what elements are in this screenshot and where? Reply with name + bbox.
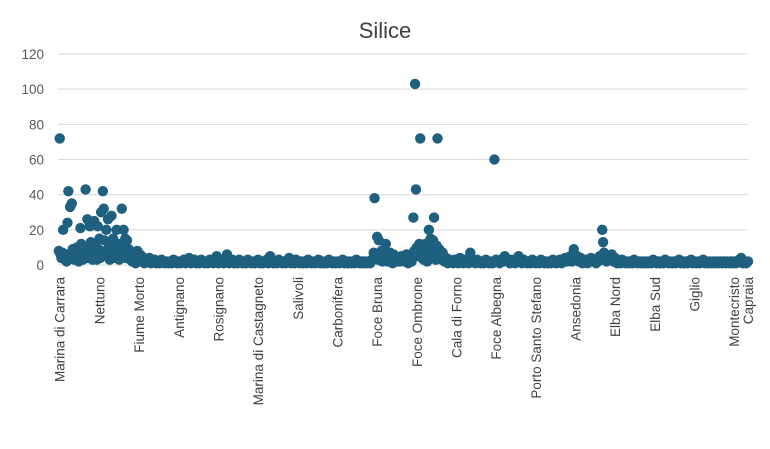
x-category-label-carbonifera: Carbonifera — [330, 277, 345, 348]
x-category-label-salivoli: Salivoli — [291, 277, 306, 320]
data-point-11 — [63, 185, 74, 197]
data-point-289 — [428, 212, 440, 223]
y-tick-label-100: 100 — [21, 82, 44, 97]
x-category-label-antignano: Antignano — [172, 277, 187, 338]
data-point-273 — [415, 133, 426, 144]
data-point-267 — [409, 78, 421, 90]
x-category-label-montecristo: Montecristo — [727, 277, 742, 347]
y-tick-label-0: 0 — [36, 258, 44, 273]
x-category-label-capraia: Capraia — [741, 277, 756, 325]
data-point-293 — [432, 133, 443, 144]
data-point-268 — [410, 184, 422, 195]
data-point-15 — [66, 198, 78, 209]
data-point-25 — [75, 222, 86, 234]
data-point-265 — [408, 212, 419, 223]
data-point-72 — [116, 203, 128, 214]
x-category-label-foce-albegna: Foce Albegna — [489, 277, 504, 360]
data-point-78 — [121, 235, 133, 246]
x-category-label-ansedonia: Ansedonia — [569, 277, 584, 341]
data-point-232 — [369, 192, 380, 204]
data-point-51 — [98, 203, 109, 214]
y-tick-label-20: 20 — [29, 223, 44, 238]
data-point-283 — [423, 224, 435, 236]
x-category-label-marina-di-castagneto: Marina di Castagneto — [251, 277, 266, 405]
data-point-1 — [54, 133, 65, 144]
data-point-60 — [106, 210, 117, 221]
data-point-393 — [597, 236, 609, 248]
y-tick-label-80: 80 — [29, 117, 44, 132]
chart-title: Silice — [358, 18, 412, 43]
data-point-244 — [380, 238, 391, 250]
data-point-10 — [62, 217, 73, 228]
x-category-label-foce-ombrone: Foce Ombrone — [410, 277, 425, 367]
y-tick-label-40: 40 — [29, 188, 44, 203]
data-point-44 — [92, 221, 103, 232]
data-point-478 — [742, 256, 754, 267]
data-point-50 — [97, 185, 109, 197]
x-category-label-cala-di-forno: Cala di Forno — [449, 277, 464, 358]
x-category-label-foce-bruna: Foce Bruna — [370, 277, 385, 347]
data-point-329 — [489, 154, 500, 165]
x-category-label-marina-di-carrara: Marina di Carrara — [53, 277, 68, 383]
data-point-30 — [80, 184, 91, 195]
x-category-label-rosignano: Rosignano — [211, 277, 226, 342]
x-category-label-porto-santo-stefano: Porto Santo Stefano — [529, 277, 544, 399]
y-tick-label-120: 120 — [21, 47, 44, 62]
x-category-label-nettuno: Nettuno — [92, 277, 107, 324]
x-category-label-giglio: Giglio — [688, 277, 703, 312]
y-tick-label-60: 60 — [29, 153, 44, 168]
data-point-74 — [118, 224, 129, 236]
x-category-label-fiume-morto: Fiume Morto — [132, 277, 147, 353]
x-category-label-elba-sud: Elba Sud — [648, 277, 663, 332]
data-point-392 — [597, 224, 608, 236]
data-point-54 — [101, 224, 112, 236]
x-category-label-elba-nord: Elba Nord — [608, 277, 623, 337]
